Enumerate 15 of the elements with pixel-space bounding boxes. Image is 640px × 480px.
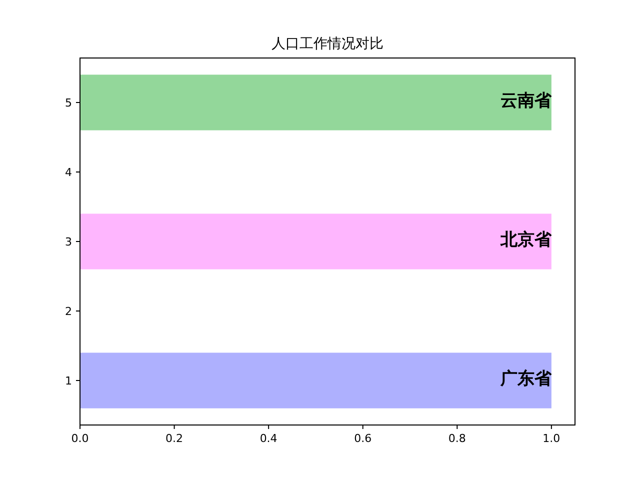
y-tick-label: 5 [65,96,72,110]
series-label: 云南省 [500,91,552,112]
y-tick-label: 1 [65,374,72,388]
x-tick-label: 0.0 [71,432,89,445]
x-tick-label: 0.4 [260,432,278,445]
y-tick-label: 2 [65,305,72,318]
y-tick-label: 4 [65,166,72,179]
y-tick-label: 3 [65,236,72,248]
x-tick-label: 0.2 [166,432,184,445]
x-tick-label: 1.0 [542,432,560,445]
x-tick-label: 0.8 [448,432,466,445]
x-tick-label: 0.6 [354,432,372,445]
chart-title: 人口工作情况对比 [272,36,384,52]
series-label: 北京省 [499,230,552,250]
series-label: 广东省 [499,369,552,390]
